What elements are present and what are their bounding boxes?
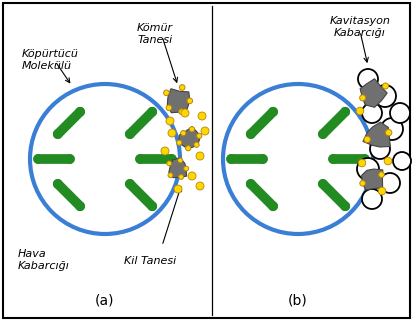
Circle shape (189, 127, 195, 132)
Circle shape (198, 112, 206, 120)
Circle shape (269, 108, 277, 116)
Text: Kavitasyon
Kabarcığı: Kavitasyon Kabarcığı (330, 16, 390, 38)
Circle shape (178, 158, 183, 163)
Text: Köpürtücü
Molekülü: Köpürtücü Molekülü (22, 49, 79, 71)
Circle shape (148, 202, 157, 210)
Circle shape (385, 129, 392, 136)
Circle shape (181, 109, 189, 117)
Circle shape (247, 180, 255, 188)
Circle shape (227, 155, 235, 163)
Circle shape (54, 130, 62, 138)
Circle shape (319, 180, 327, 188)
Circle shape (194, 142, 199, 147)
Circle shape (168, 173, 173, 178)
Circle shape (126, 180, 134, 188)
Circle shape (184, 166, 189, 171)
Polygon shape (169, 158, 187, 178)
Circle shape (341, 202, 349, 210)
Circle shape (54, 180, 62, 188)
Circle shape (379, 172, 384, 178)
Circle shape (358, 159, 366, 167)
Circle shape (269, 202, 277, 210)
Text: Kil Tanesi: Kil Tanesi (124, 256, 176, 266)
Circle shape (362, 189, 382, 209)
Circle shape (360, 95, 366, 101)
Circle shape (197, 133, 202, 138)
Circle shape (319, 130, 327, 138)
Circle shape (164, 90, 169, 96)
Circle shape (381, 118, 403, 140)
Circle shape (174, 185, 182, 193)
Polygon shape (179, 127, 200, 148)
Circle shape (259, 155, 267, 163)
Polygon shape (363, 122, 390, 147)
Circle shape (179, 109, 185, 115)
Circle shape (382, 83, 389, 89)
Circle shape (356, 107, 364, 115)
Circle shape (374, 85, 396, 107)
Circle shape (179, 175, 183, 179)
Circle shape (201, 127, 209, 135)
Polygon shape (167, 89, 190, 113)
Circle shape (76, 202, 84, 210)
Circle shape (247, 130, 255, 138)
Circle shape (179, 85, 185, 90)
Circle shape (177, 140, 182, 145)
Circle shape (390, 103, 410, 123)
Circle shape (66, 155, 74, 163)
Text: (a): (a) (95, 293, 115, 307)
Circle shape (370, 139, 390, 159)
Circle shape (166, 117, 174, 125)
Circle shape (187, 98, 192, 104)
Circle shape (168, 155, 176, 163)
Circle shape (188, 172, 196, 180)
Circle shape (380, 173, 400, 193)
Circle shape (362, 103, 382, 123)
Circle shape (167, 161, 172, 166)
Circle shape (168, 129, 176, 137)
Circle shape (34, 155, 43, 163)
Polygon shape (360, 79, 387, 107)
Text: (b): (b) (288, 293, 308, 307)
Circle shape (161, 147, 169, 155)
Circle shape (148, 108, 157, 116)
Text: Hava
Kabarcığı: Hava Kabarcığı (18, 249, 70, 271)
Circle shape (384, 157, 392, 165)
Circle shape (136, 155, 145, 163)
Circle shape (378, 187, 386, 195)
Circle shape (196, 152, 204, 160)
Circle shape (341, 108, 349, 116)
Circle shape (185, 146, 191, 151)
Circle shape (166, 105, 172, 111)
Circle shape (181, 131, 186, 136)
Circle shape (364, 136, 370, 143)
Circle shape (361, 155, 369, 163)
Text: Kömür
Tanesi: Kömür Tanesi (137, 23, 173, 45)
Circle shape (393, 152, 411, 170)
Circle shape (126, 130, 134, 138)
Circle shape (196, 182, 204, 190)
Circle shape (329, 155, 337, 163)
Circle shape (358, 69, 378, 89)
Circle shape (76, 108, 84, 116)
Circle shape (360, 180, 366, 186)
Polygon shape (362, 169, 383, 190)
Circle shape (357, 158, 379, 180)
